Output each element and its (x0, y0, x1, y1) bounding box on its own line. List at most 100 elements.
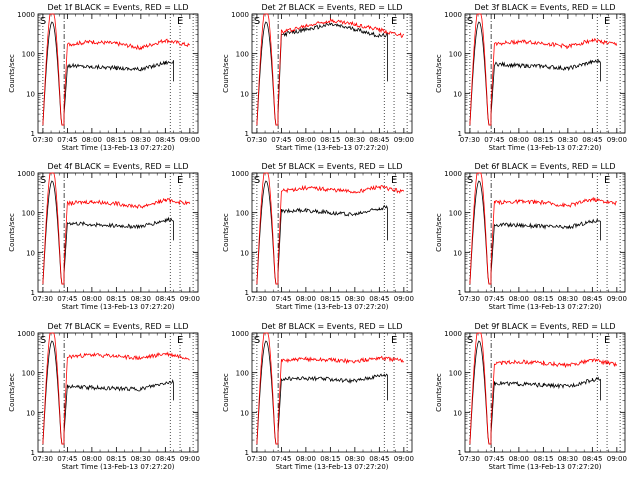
interval-marker-label: E (604, 16, 610, 27)
y-axis-label: Counts/sec (8, 373, 16, 412)
events-series-line (469, 180, 601, 285)
y-tick-label: 100 (236, 370, 249, 378)
x-tick-label: 07:45 (57, 136, 77, 144)
x-tick-label: 07:45 (271, 455, 291, 463)
y-axis-label: Counts/sec (435, 213, 443, 252)
x-tick-label: 08:15 (533, 136, 553, 144)
chart-title: Det 3f BLACK = Events, RED = LLD (474, 3, 615, 12)
x-tick-label: 07:30 (33, 455, 53, 463)
x-tick-label: 08:00 (82, 295, 102, 303)
x-tick-label: 08:30 (558, 295, 578, 303)
y-tick-label: 1000 (231, 11, 249, 19)
y-tick-label: 10 (453, 249, 462, 257)
x-axis-label: Start Time (13-Feb-13 07:27:20) (275, 463, 388, 471)
x-tick-label: 07:30 (247, 295, 267, 303)
x-tick-label: 09:00 (180, 455, 200, 463)
y-axis-label: Counts/sec (8, 213, 16, 252)
y-tick-label: 100 (236, 51, 249, 59)
y-tick-label: 1000 (17, 170, 35, 178)
y-tick-label: 1 (31, 449, 35, 457)
x-tick-label: 08:15 (106, 295, 126, 303)
y-tick-label: 10 (240, 249, 249, 257)
x-axis-label: Start Time (13-Feb-13 07:27:20) (275, 303, 388, 311)
x-tick-label: 08:30 (345, 295, 365, 303)
interval-marker-label: S (467, 175, 473, 186)
y-axis-label: Counts/sec (435, 373, 443, 412)
y-tick-label: 1 (31, 289, 35, 297)
x-axis-label: Start Time (13-Feb-13 07:27:20) (488, 144, 601, 152)
x-tick-label: 08:45 (155, 295, 175, 303)
x-tick-label: 07:45 (484, 295, 504, 303)
plot-frame (464, 332, 626, 453)
chart-panel-5: Det 5f BLACK = Events, RED = LLD 1 10 100 10… (222, 162, 414, 311)
lld-series-line (42, 172, 191, 285)
x-axis-label: Start Time (13-Feb-13 07:27:20) (61, 303, 174, 311)
interval-marker-label: S (40, 175, 46, 186)
x-tick-label: 08:45 (155, 455, 175, 463)
x-tick-label: 07:30 (460, 455, 480, 463)
events-series-line (42, 180, 174, 285)
chart-title: Det 4f BLACK = Events, RED = LLD (47, 162, 188, 171)
x-tick-label: 07:45 (57, 455, 77, 463)
lld-series-line (256, 13, 405, 126)
interval-marker-label: E (391, 16, 397, 27)
y-tick-label: 10 (240, 90, 249, 98)
y-tick-label: 1000 (231, 330, 249, 338)
x-axis-label: Start Time (13-Feb-13 07:27:20) (61, 144, 174, 152)
interval-marker-label: S (40, 335, 46, 346)
events-series-line (256, 21, 388, 126)
interval-marker-label: S (254, 175, 260, 186)
y-tick-label: 10 (26, 409, 35, 417)
y-tick-label: 1 (245, 289, 249, 297)
y-tick-label: 1 (458, 289, 462, 297)
x-tick-label: 07:45 (57, 295, 77, 303)
lld-series-line (42, 13, 191, 126)
y-tick-label: 10 (453, 90, 462, 98)
x-tick-label: 08:30 (131, 455, 151, 463)
y-axis-label: Counts/sec (8, 54, 16, 93)
x-tick-label: 08:45 (582, 136, 602, 144)
x-tick-label: 09:00 (394, 295, 414, 303)
plot-frame (251, 172, 413, 293)
x-tick-label: 08:00 (296, 295, 316, 303)
y-axis-label: Counts/sec (435, 54, 443, 93)
chart-panel-3: Det 3f BLACK = Events, RED = LLD 1 10 100 10… (435, 3, 627, 152)
plot-frame (251, 332, 413, 453)
interval-marker-label: E (604, 335, 610, 346)
chart-title: Det 5f BLACK = Events, RED = LLD (261, 162, 402, 171)
chart-title: Det 2f BLACK = Events, RED = LLD (261, 3, 402, 12)
lld-series-line (469, 13, 618, 126)
y-tick-label: 10 (26, 249, 35, 257)
x-tick-label: 08:15 (533, 295, 553, 303)
x-tick-label: 08:45 (369, 295, 389, 303)
x-tick-label: 09:00 (394, 136, 414, 144)
x-tick-label: 07:45 (271, 295, 291, 303)
interval-marker-label: S (254, 335, 260, 346)
x-tick-label: 08:45 (369, 455, 389, 463)
interval-marker-label: E (177, 335, 183, 346)
x-tick-label: 08:45 (155, 136, 175, 144)
y-tick-label: 100 (449, 370, 462, 378)
interval-marker-label: S (467, 335, 473, 346)
y-tick-label: 1000 (17, 11, 35, 19)
chart-title: Det 1f BLACK = Events, RED = LLD (47, 3, 188, 12)
y-tick-label: 1 (31, 130, 35, 138)
x-tick-label: 07:30 (33, 295, 53, 303)
y-axis-label: Counts/sec (222, 373, 230, 412)
y-tick-label: 1 (458, 130, 462, 138)
y-tick-label: 1 (245, 449, 249, 457)
x-tick-label: 08:15 (320, 136, 340, 144)
x-tick-label: 08:45 (369, 136, 389, 144)
interval-marker-label: E (604, 175, 610, 186)
y-tick-label: 10 (240, 409, 249, 417)
x-tick-label: 08:45 (582, 455, 602, 463)
y-tick-label: 100 (22, 210, 35, 218)
x-tick-label: 08:00 (296, 455, 316, 463)
chart-panel-2: Det 2f BLACK = Events, RED = LLD 1 10 100 10… (222, 3, 414, 152)
y-tick-label: 100 (449, 51, 462, 59)
y-tick-label: 10 (453, 409, 462, 417)
interval-marker-label: S (467, 16, 473, 27)
interval-marker-label: S (254, 16, 260, 27)
x-tick-label: 07:45 (484, 455, 504, 463)
x-tick-label: 08:30 (345, 455, 365, 463)
